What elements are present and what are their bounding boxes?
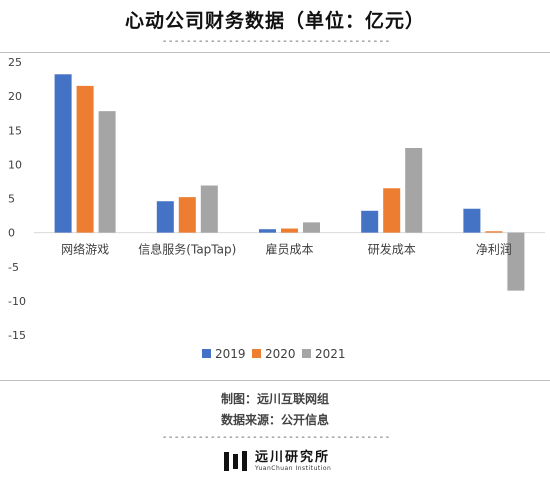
x-category-label: 雇员成本 bbox=[265, 242, 313, 257]
y-tick-label: -10 bbox=[8, 295, 26, 308]
y-tick-label: -5 bbox=[8, 261, 19, 274]
title-divider: -------------------------------------- bbox=[161, 36, 391, 47]
footer-divider: -------------------------------------- bbox=[161, 432, 391, 443]
legend-swatch-2021 bbox=[302, 349, 311, 358]
x-category-label: 信息服务(TapTap) bbox=[138, 242, 236, 257]
bar-2021-1 bbox=[200, 185, 218, 233]
bar-2021-4 bbox=[507, 232, 525, 291]
logo-english-name: YuanChuan Institution bbox=[255, 464, 332, 472]
legend-label-2020: 2020 bbox=[265, 347, 296, 361]
bar-2019-4 bbox=[463, 208, 481, 233]
y-tick-label: 15 bbox=[8, 124, 22, 137]
chart-title: 心动公司财务数据（单位：亿元） bbox=[124, 10, 425, 32]
bar-2019-1 bbox=[156, 201, 174, 233]
legend-swatch-2020 bbox=[252, 349, 261, 358]
x-axis-labels: 网络游戏 信息服务(TapTap) 雇员成本 研发成本 净利润 bbox=[61, 242, 512, 257]
bar-2019-0 bbox=[54, 74, 72, 233]
chart-bottom-border bbox=[0, 380, 550, 381]
bar-2020-4 bbox=[485, 231, 503, 233]
y-tick-label: -15 bbox=[8, 329, 26, 342]
x-category-label: 网络游戏 bbox=[61, 242, 109, 257]
y-tick-label: 5 bbox=[8, 193, 15, 206]
bar-chart: -15 -10 -5 0 5 10 15 20 25 网络游戏 信息服务(TapTap) 雇员成本 研… bbox=[8, 56, 545, 361]
legend-label-2019: 2019 bbox=[215, 347, 246, 361]
logo-mark-icon bbox=[224, 451, 247, 471]
bar-2021-2 bbox=[303, 222, 320, 233]
x-category-label: 研发成本 bbox=[368, 242, 416, 257]
logo-chinese-name: 远川研究所 bbox=[255, 449, 331, 465]
y-tick-label: 25 bbox=[8, 56, 22, 69]
y-tick-label: 0 bbox=[8, 227, 15, 240]
bar-2020-0 bbox=[76, 85, 94, 233]
bar-2020-1 bbox=[178, 197, 196, 233]
legend-label-2021: 2021 bbox=[315, 347, 346, 361]
bar-2019-2 bbox=[259, 229, 276, 233]
x-category-label: 净利润 bbox=[476, 243, 512, 257]
chart-maker-credit: 制图：远川互联网组 bbox=[220, 392, 329, 406]
bar-series-group bbox=[54, 74, 525, 291]
bar-2020-2 bbox=[281, 228, 298, 233]
legend-swatch-2019 bbox=[202, 349, 211, 358]
y-axis: -15 -10 -5 0 5 10 15 20 25 bbox=[8, 56, 26, 342]
bar-2020-3 bbox=[383, 188, 401, 233]
institution-logo: 远川研究所 YuanChuan Institution bbox=[223, 450, 331, 472]
bar-2021-3 bbox=[405, 147, 423, 233]
bar-2021-0 bbox=[98, 111, 116, 233]
y-tick-label: 20 bbox=[8, 90, 22, 103]
chart-legend: 2019 2020 2021 bbox=[202, 347, 346, 361]
y-tick-label: 10 bbox=[8, 158, 22, 171]
chart-top-border bbox=[0, 52, 550, 53]
data-source-credit: 数据来源：公开信息 bbox=[220, 413, 329, 427]
bar-2019-3 bbox=[361, 210, 379, 233]
